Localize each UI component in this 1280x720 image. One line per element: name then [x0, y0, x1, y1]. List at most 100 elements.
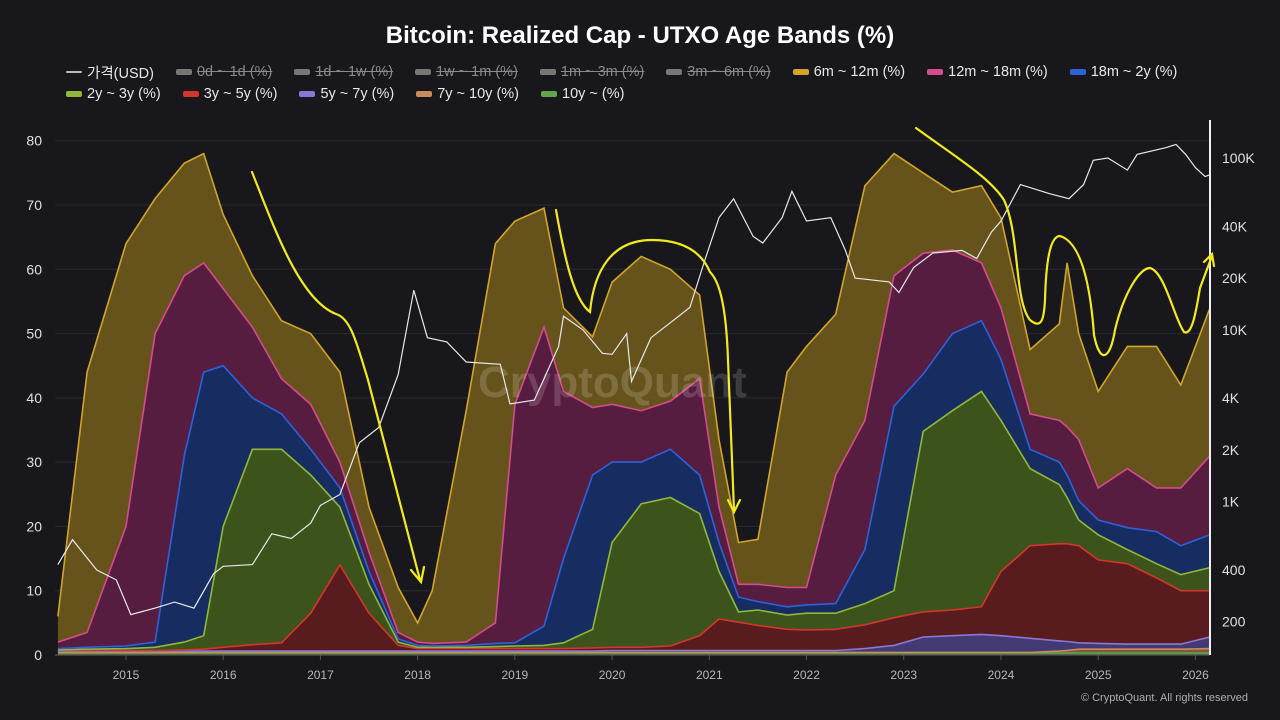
price-line	[57, 143, 1211, 616]
y-left-tick-label: 0	[34, 647, 42, 663]
legend-swatch	[294, 69, 311, 75]
legend-item-2y-3y[interactable]: 2y ~ 3y (%)	[66, 84, 161, 104]
y-right-tick-label: 200	[1222, 614, 1246, 630]
annotation-arrowhead-2	[726, 498, 742, 515]
legend-label: 5y ~ 7y (%)	[320, 86, 395, 102]
yellow-annotation-arrows	[250, 126, 1216, 585]
area-12m-18m	[57, 250, 1210, 649]
legend-swatch	[927, 69, 944, 75]
area-5y-7y	[57, 634, 1210, 653]
x-tick-label: 2025	[1085, 668, 1112, 682]
legend-item-12m-18m[interactable]: 12m ~ 18m (%)	[927, 62, 1048, 82]
legend-label: 10y ~ (%)	[562, 86, 625, 102]
area-edge-12m-18m	[57, 249, 1211, 645]
y-left-tick-label: 10	[26, 583, 42, 599]
y-right-tick-label: 10K	[1222, 322, 1248, 338]
y-right-tick-label: 20K	[1222, 270, 1248, 286]
area-edge-3y-5y	[57, 543, 1210, 652]
annotation-arrowhead-1	[409, 565, 426, 585]
legend-label: 1w ~ 1m (%)	[436, 64, 518, 80]
legend-item-6m-12m[interactable]: 6m ~ 12m (%)	[792, 62, 906, 82]
legend-item-7y-10y[interactable]: 7y ~ 10y (%)	[416, 84, 519, 104]
x-tick-label: 2019	[502, 668, 529, 682]
legend-swatch	[175, 69, 192, 75]
legend-item-usd[interactable]: 가격(USD)	[66, 62, 154, 82]
legend-label: 0d ~ 1d (%)	[196, 64, 273, 80]
x-tick-label: 2026	[1182, 668, 1209, 682]
legend-item-3y-5y[interactable]: 3y ~ 5y (%)	[182, 84, 278, 104]
legend-item-3m-6m[interactable]: 3m ~ 6m (%)	[666, 62, 771, 82]
chart-title: Bitcoin: Realized Cap - UTXO Age Bands (…	[385, 22, 895, 49]
y-right-tick-label: 100K	[1222, 150, 1255, 166]
area-3y-5y	[57, 543, 1210, 652]
legend-item-10y[interactable]: 10y ~ (%)	[541, 84, 624, 104]
y-right-tick-label: 1K	[1222, 494, 1240, 510]
legend-item-0d-1d[interactable]: 0d ~ 1d (%)	[175, 62, 273, 82]
legend-swatch	[182, 91, 199, 97]
x-tick-label: 2024	[988, 668, 1015, 682]
legend-swatch	[299, 91, 316, 97]
copyright-notice: © CryptoQuant. All rights reserved	[1080, 692, 1248, 704]
legend-item-1m-3m[interactable]: 1m ~ 3m (%)	[539, 62, 645, 82]
legend-swatch	[1069, 69, 1086, 75]
stacked-areas	[57, 152, 1211, 655]
legend-label: 가격(USD)	[87, 65, 154, 82]
legend-swatch	[792, 69, 809, 75]
y-left-tick-label: 40	[26, 390, 42, 406]
y-left-tick-label: 70	[26, 197, 42, 213]
y-left-tick-label: 20	[26, 518, 42, 534]
legend-label: 3y ~ 5y (%)	[203, 86, 278, 102]
area-edge-7y-10y	[57, 647, 1211, 654]
area-2y-3y	[57, 391, 1210, 651]
x-tick-label: 2016	[210, 668, 237, 682]
legend: 가격(USD) 0d ~ 1d (%) 1d ~ 1w (%) 1w ~ 1m (%)…	[66, 62, 1226, 104]
y-right-tick-label: 400	[1222, 562, 1246, 578]
legend-label: 6m ~ 12m (%)	[813, 64, 906, 80]
legend-label: 18m ~ 2y (%)	[1090, 64, 1178, 80]
x-tick-label: 2015	[113, 668, 140, 682]
y-right-tick-label: 2K	[1222, 442, 1240, 458]
legend-label: 1m ~ 3m (%)	[560, 64, 645, 80]
price-line-group	[57, 143, 1211, 616]
annotation-arrow-1	[250, 170, 422, 582]
y-left-tick-label: 60	[26, 261, 42, 277]
annotation-arrowhead-3	[1202, 251, 1216, 268]
legend-swatch	[66, 91, 82, 97]
legend-label: 2y ~ 3y (%)	[87, 86, 161, 102]
area-edge-18m-2y	[57, 319, 1211, 650]
legend-item-18m-2y[interactable]: 18m ~ 2y (%)	[1069, 62, 1178, 82]
area-edge-6m-12m	[57, 152, 1211, 625]
axes: 0 10 20 30 40 50 60 70 80 200 400 1K 2K 4K 10K 20K 40K 10…	[26, 120, 1255, 682]
area-18m-2y	[57, 320, 1210, 650]
legend-label: 12m ~ 18m (%)	[948, 64, 1048, 80]
legend-swatch	[539, 69, 556, 75]
y-left-tick-label: 50	[26, 326, 42, 342]
area-edge-5y-7y	[57, 633, 1211, 652]
x-tick-label: 2020	[599, 668, 626, 682]
area-6m-12m	[57, 153, 1210, 644]
legend-item-1w-1m[interactable]: 1w ~ 1m (%)	[415, 62, 518, 82]
legend-item-1d-1w[interactable]: 1d ~ 1w (%)	[294, 62, 393, 82]
legend-swatch	[541, 91, 557, 97]
x-tick-label: 2018	[404, 668, 431, 682]
y-left-tick-label: 30	[26, 454, 42, 470]
annotation-arrow-3	[914, 126, 1214, 357]
legend-label: 3m ~ 6m (%)	[687, 64, 771, 80]
legend-item-5y-7y[interactable]: 5y ~ 7y (%)	[299, 84, 394, 104]
legend-swatch	[415, 69, 432, 75]
annotation-arrow-2	[554, 208, 736, 512]
legend-swatch	[66, 71, 82, 73]
legend-label: 7y ~ 10y (%)	[437, 86, 519, 102]
legend-swatch	[416, 91, 433, 97]
y-right-tick-label: 4K	[1222, 390, 1240, 406]
y-right-tick-label: 40K	[1222, 218, 1248, 234]
legend-label: 1d ~ 1w (%)	[315, 64, 394, 80]
y-left-tick-label: 80	[26, 133, 42, 149]
legend-swatch	[666, 69, 683, 75]
x-tick-label: 2021	[696, 668, 723, 682]
x-tick-label: 2022	[793, 668, 820, 682]
x-tick-label: 2023	[890, 668, 917, 682]
x-tick-label: 2017	[307, 668, 334, 682]
area-edge-2y-3y	[57, 390, 1211, 651]
